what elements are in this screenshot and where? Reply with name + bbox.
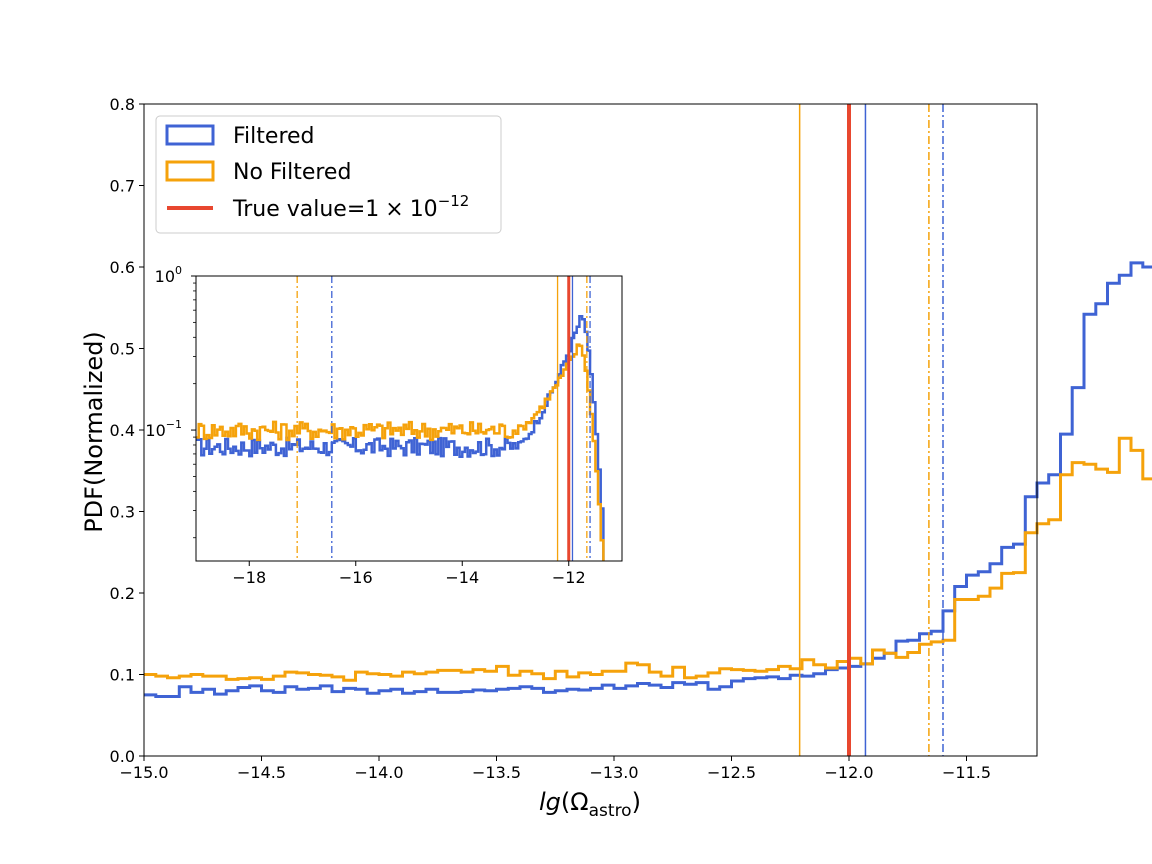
- series-line-no-filtered: [144, 436, 1152, 682]
- x-tick-label: −15.0: [119, 763, 168, 782]
- x-tick-label: −13.0: [589, 763, 638, 782]
- inset-background: [196, 276, 622, 561]
- inset-series-line-filtered: [196, 314, 605, 561]
- inset-y-tick-label: 100: [155, 264, 182, 286]
- main-vertical-lines: [798, 104, 944, 756]
- legend-label-nofiltered: No Filtered: [233, 160, 351, 185]
- x-axis-label-close: ): [632, 788, 641, 816]
- x-tick-label: −11.5: [942, 763, 991, 782]
- inset-y-tick-label: 10−1: [145, 418, 182, 440]
- x-axis-label-sub: astro: [589, 801, 632, 821]
- y-tick-label: 0.7: [110, 177, 135, 196]
- inset-y-tick-exp: −1: [166, 418, 182, 431]
- x-axis-label: lg(Ωastro): [539, 788, 641, 821]
- y-axis-label: PDF(Normalized): [80, 331, 108, 533]
- inset-y-tick-base: 10: [145, 421, 165, 440]
- x-axis-label-symbol: (Ω: [561, 788, 589, 816]
- legend-label-filtered: Filtered: [233, 124, 315, 149]
- inset-series-line-no-filtered: [196, 343, 605, 561]
- legend-true-exp: −12: [438, 192, 470, 210]
- y-tick-label: 0.2: [110, 584, 135, 603]
- y-tick-label: 0.4: [110, 421, 135, 440]
- y-tick-label: 0.8: [110, 95, 135, 114]
- series-line-filtered: [144, 261, 1152, 698]
- inset-x-tick-label: −18: [232, 568, 266, 587]
- x-tick-label: −14.0: [354, 763, 403, 782]
- y-tick-label: 0.6: [110, 258, 135, 277]
- inset-y-tick-base: 10: [155, 267, 175, 286]
- inset-x-ticks: −18 −16 −14 −12: [232, 561, 586, 587]
- x-axis-label-main: lg: [539, 788, 561, 816]
- x-tick-label: −13.5: [472, 763, 521, 782]
- y-tick-label: 0.1: [110, 666, 135, 685]
- legend-swatch-filtered: [165, 124, 215, 146]
- inset-series-group: [196, 314, 605, 561]
- inset-y-tick-exp: 0: [175, 264, 182, 277]
- x-tick-label: −14.5: [237, 763, 286, 782]
- main-series-group: [144, 261, 1152, 698]
- x-tick-label: −12.5: [707, 763, 756, 782]
- legend-swatch-nofiltered: [165, 160, 215, 182]
- inset-x-tick-label: −12: [552, 568, 586, 587]
- main-y-ticks: 0.0 0.1 0.2 0.3 0.4 0.5 0.6 0.7 0.8: [110, 95, 144, 766]
- inset-plot-frame: [195, 275, 623, 562]
- x-tick-label: −12.0: [824, 763, 873, 782]
- legend-true-prefix: True value=1: [232, 197, 379, 222]
- y-tick-label: 0.0: [110, 747, 135, 766]
- inset-x-tick-label: −16: [339, 568, 373, 587]
- legend-label-true: True value=1 × 10−12: [232, 192, 469, 222]
- legend-true-base: 10: [410, 197, 438, 222]
- main-x-ticks: −15.0 −14.5 −14.0 −13.5 −13.0 −12.5 −12.0 −11.5: [119, 756, 991, 782]
- inset-vertical-lines: [296, 276, 591, 561]
- legend-box: [155, 115, 502, 234]
- legend: Filtered No Filtered True value=1 × 10−12: [155, 115, 502, 234]
- legend-true-times: ×: [385, 197, 403, 222]
- inset-x-tick-label: −14: [445, 568, 479, 587]
- y-tick-label: 0.3: [110, 503, 135, 522]
- y-tick-label: 0.5: [110, 340, 135, 359]
